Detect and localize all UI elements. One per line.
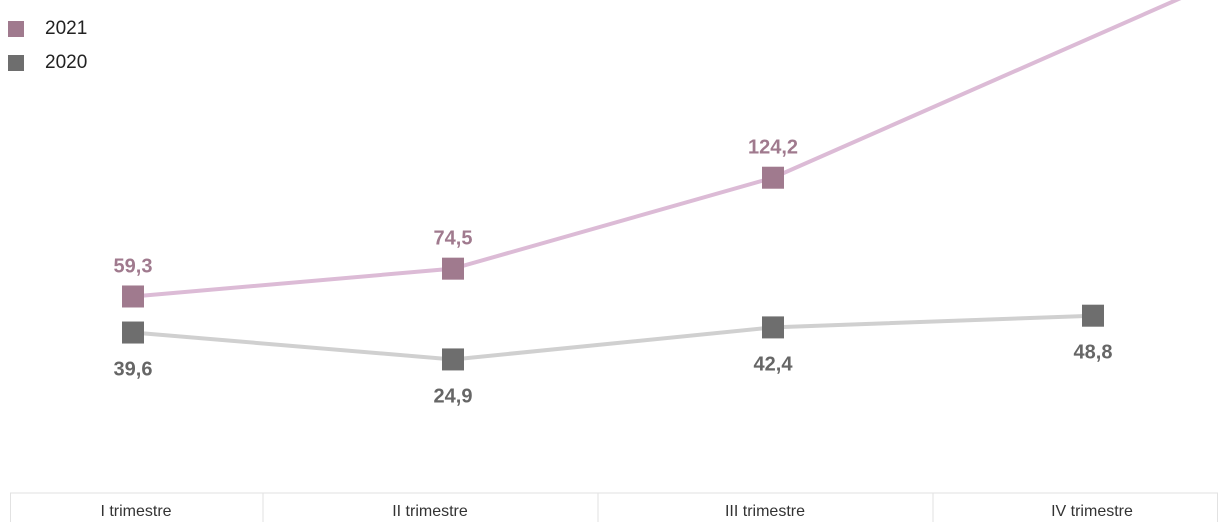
x-tick-label: I trimestre bbox=[100, 503, 171, 520]
legend-swatch-2020 bbox=[8, 55, 24, 71]
legend-swatch-2021 bbox=[8, 21, 24, 37]
data-label-2021: 124,2 bbox=[748, 137, 798, 159]
x-tick-label: III trimestre bbox=[725, 503, 805, 520]
data-label-2020: 39,6 bbox=[114, 359, 153, 381]
marker-2020 bbox=[122, 321, 144, 344]
series-line-2021 bbox=[132, 0, 1182, 299]
marker-2020 bbox=[762, 316, 784, 339]
data-label-2020: 48,8 bbox=[1074, 342, 1113, 364]
series-line-2020 bbox=[132, 313, 1094, 362]
marker-2021 bbox=[762, 166, 784, 189]
legend-item-2020: 2020 bbox=[8, 46, 87, 80]
marker-2021 bbox=[442, 257, 464, 280]
x-tick-label: II trimestre bbox=[392, 503, 468, 520]
x-tick-label: IV trimestre bbox=[1051, 503, 1133, 520]
marker-2020 bbox=[1082, 304, 1104, 327]
data-label-2020: 24,9 bbox=[434, 385, 473, 407]
marker-2021 bbox=[122, 285, 144, 308]
legend-label-2021: 2021 bbox=[45, 18, 88, 39]
data-label-2021: 59,3 bbox=[114, 255, 153, 277]
legend: 2021 2020 bbox=[8, 12, 87, 80]
legend-label-2020: 2020 bbox=[45, 52, 88, 73]
data-label-2021: 74,5 bbox=[434, 228, 473, 250]
legend-item-2021: 2021 bbox=[8, 12, 87, 46]
data-label-2020: 42,4 bbox=[754, 353, 794, 375]
marker-2020 bbox=[442, 348, 464, 371]
